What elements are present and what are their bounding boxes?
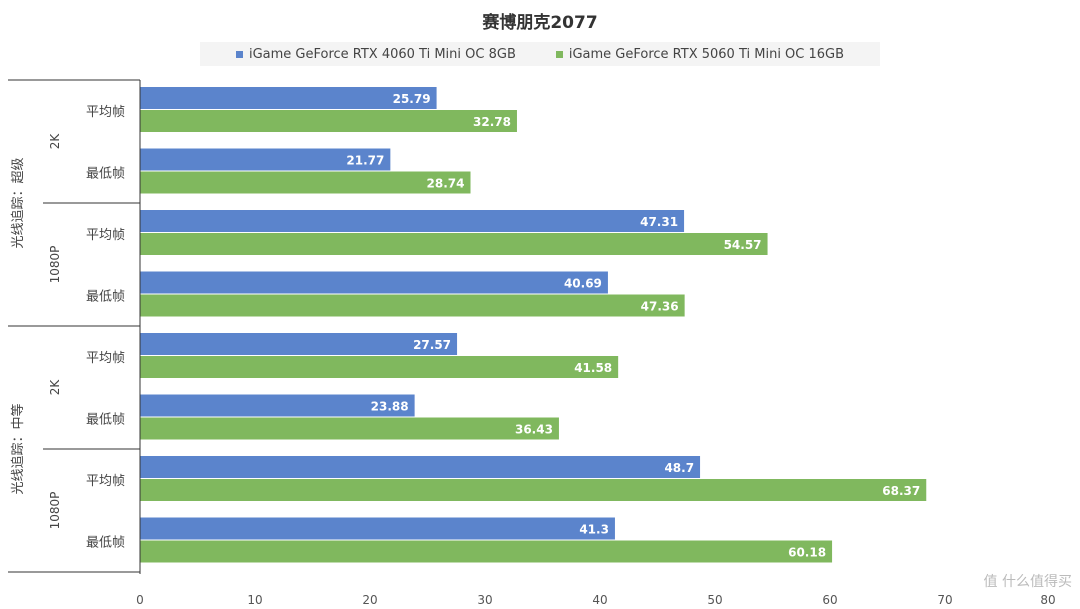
category-label: 平均帧 xyxy=(86,228,125,243)
bar xyxy=(140,479,927,501)
legend-label: iGame GeForce RTX 5060 Ti Mini OC 16GB xyxy=(568,46,845,62)
x-tick-label: 40 xyxy=(592,593,607,607)
legend: iGame GeForce RTX 4060 Ti Mini OC 8GB iG… xyxy=(200,42,880,66)
legend-label: iGame GeForce RTX 4060 Ti Mini OC 8GB xyxy=(248,46,516,62)
subgroup-label: 1080P xyxy=(48,492,62,530)
x-tick-label: 60 xyxy=(822,593,837,607)
legend-item-5060: iGame GeForce RTX 5060 Ti Mini OC 16GB xyxy=(555,46,845,62)
chart-title: 赛博朋克2077 xyxy=(482,13,598,33)
bar xyxy=(140,171,471,194)
data-label: 41.3 xyxy=(579,523,609,537)
data-label: 36.43 xyxy=(515,423,553,437)
x-tick-label: 10 xyxy=(247,593,262,607)
bar xyxy=(140,517,615,540)
x-tick-label: 0 xyxy=(136,593,144,607)
data-label: 47.36 xyxy=(641,300,679,314)
data-label: 32.78 xyxy=(473,115,511,129)
data-label: 54.57 xyxy=(724,238,762,252)
data-label: 23.88 xyxy=(371,400,409,414)
data-label: 41.58 xyxy=(574,361,612,375)
legend-item-4060: iGame GeForce RTX 4060 Ti Mini OC 8GB xyxy=(235,46,516,62)
data-label: 25.79 xyxy=(393,92,431,106)
category-label: 平均帧 xyxy=(86,474,125,489)
subgroup-label: 2K xyxy=(48,379,62,396)
x-tick-label: 30 xyxy=(477,593,492,607)
bar xyxy=(140,87,437,109)
subgroup-label: 1080P xyxy=(48,246,62,284)
category-label: 最低帧 xyxy=(86,412,125,427)
data-label: 48.7 xyxy=(664,461,694,475)
legend-swatch xyxy=(555,50,563,58)
bar xyxy=(140,210,685,232)
x-tick-label: 50 xyxy=(707,593,722,607)
x-tick-label: 70 xyxy=(937,593,952,607)
watermark: 值 什么值得买 xyxy=(983,574,1072,590)
bar xyxy=(140,333,458,355)
category-label: 平均帧 xyxy=(86,105,125,120)
category-label: 最低帧 xyxy=(86,289,125,304)
bar xyxy=(140,294,685,317)
data-label: 21.77 xyxy=(346,154,384,168)
bar xyxy=(140,456,701,478)
data-label: 27.57 xyxy=(413,338,451,352)
bar xyxy=(140,271,608,294)
bar xyxy=(140,540,833,563)
x-tick-label: 80 xyxy=(1040,593,1055,607)
bar xyxy=(140,233,768,255)
bar xyxy=(140,394,415,417)
bar xyxy=(140,356,619,378)
bar xyxy=(140,417,559,440)
category-label: 最低帧 xyxy=(86,166,125,181)
legend-swatch xyxy=(235,50,243,58)
data-label: 68.37 xyxy=(882,484,920,498)
subgroup-label: 2K xyxy=(48,133,62,150)
data-label: 40.69 xyxy=(564,277,602,291)
group-label: 光线追踪：中等 xyxy=(10,403,26,494)
group-label: 光线追踪：超级 xyxy=(10,157,26,248)
data-label: 60.18 xyxy=(788,546,826,560)
x-tick-label: 20 xyxy=(362,593,377,607)
data-label: 47.31 xyxy=(640,215,678,229)
bar xyxy=(140,148,391,171)
category-label: 平均帧 xyxy=(86,351,125,366)
data-label: 28.74 xyxy=(427,177,465,191)
category-label: 最低帧 xyxy=(86,535,125,550)
bar xyxy=(140,110,517,132)
